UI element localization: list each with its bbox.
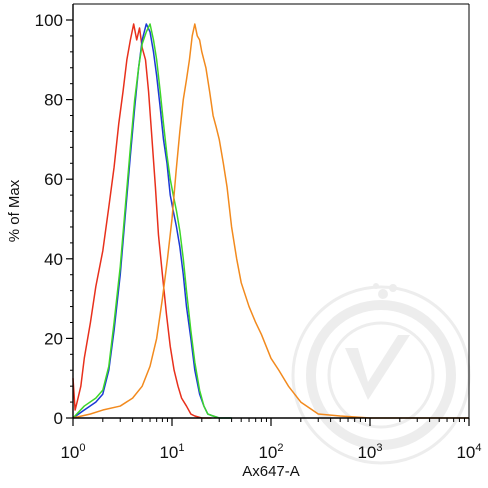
series-line-2 bbox=[72, 23, 232, 419]
series-line-4 bbox=[72, 23, 469, 419]
y-tick-label: 0 bbox=[54, 409, 63, 428]
watermark-logo bbox=[291, 283, 471, 465]
y-tick-label: 100 bbox=[35, 11, 63, 30]
x-tick-label: 103 bbox=[357, 442, 382, 462]
x-axis-title: Ax647-A bbox=[242, 463, 300, 480]
y-tick-label: 80 bbox=[44, 91, 63, 110]
axis-ticks: 0 20 40 60 80 100 100 101 102 103 104 bbox=[35, 11, 482, 462]
x-tick-label: 100 bbox=[60, 442, 85, 462]
y-tick-label: 40 bbox=[44, 250, 63, 269]
y-axis-title: % of Max bbox=[6, 179, 23, 242]
y-tick-label: 20 bbox=[44, 329, 63, 348]
y-tick-label: 60 bbox=[44, 170, 63, 189]
x-tick-label: 104 bbox=[456, 442, 481, 462]
plot-area bbox=[72, 23, 469, 419]
x-tick-label: 101 bbox=[159, 442, 184, 462]
series-line-1 bbox=[72, 23, 212, 419]
series-line-3 bbox=[72, 23, 232, 419]
x-tick-label: 102 bbox=[258, 442, 283, 462]
